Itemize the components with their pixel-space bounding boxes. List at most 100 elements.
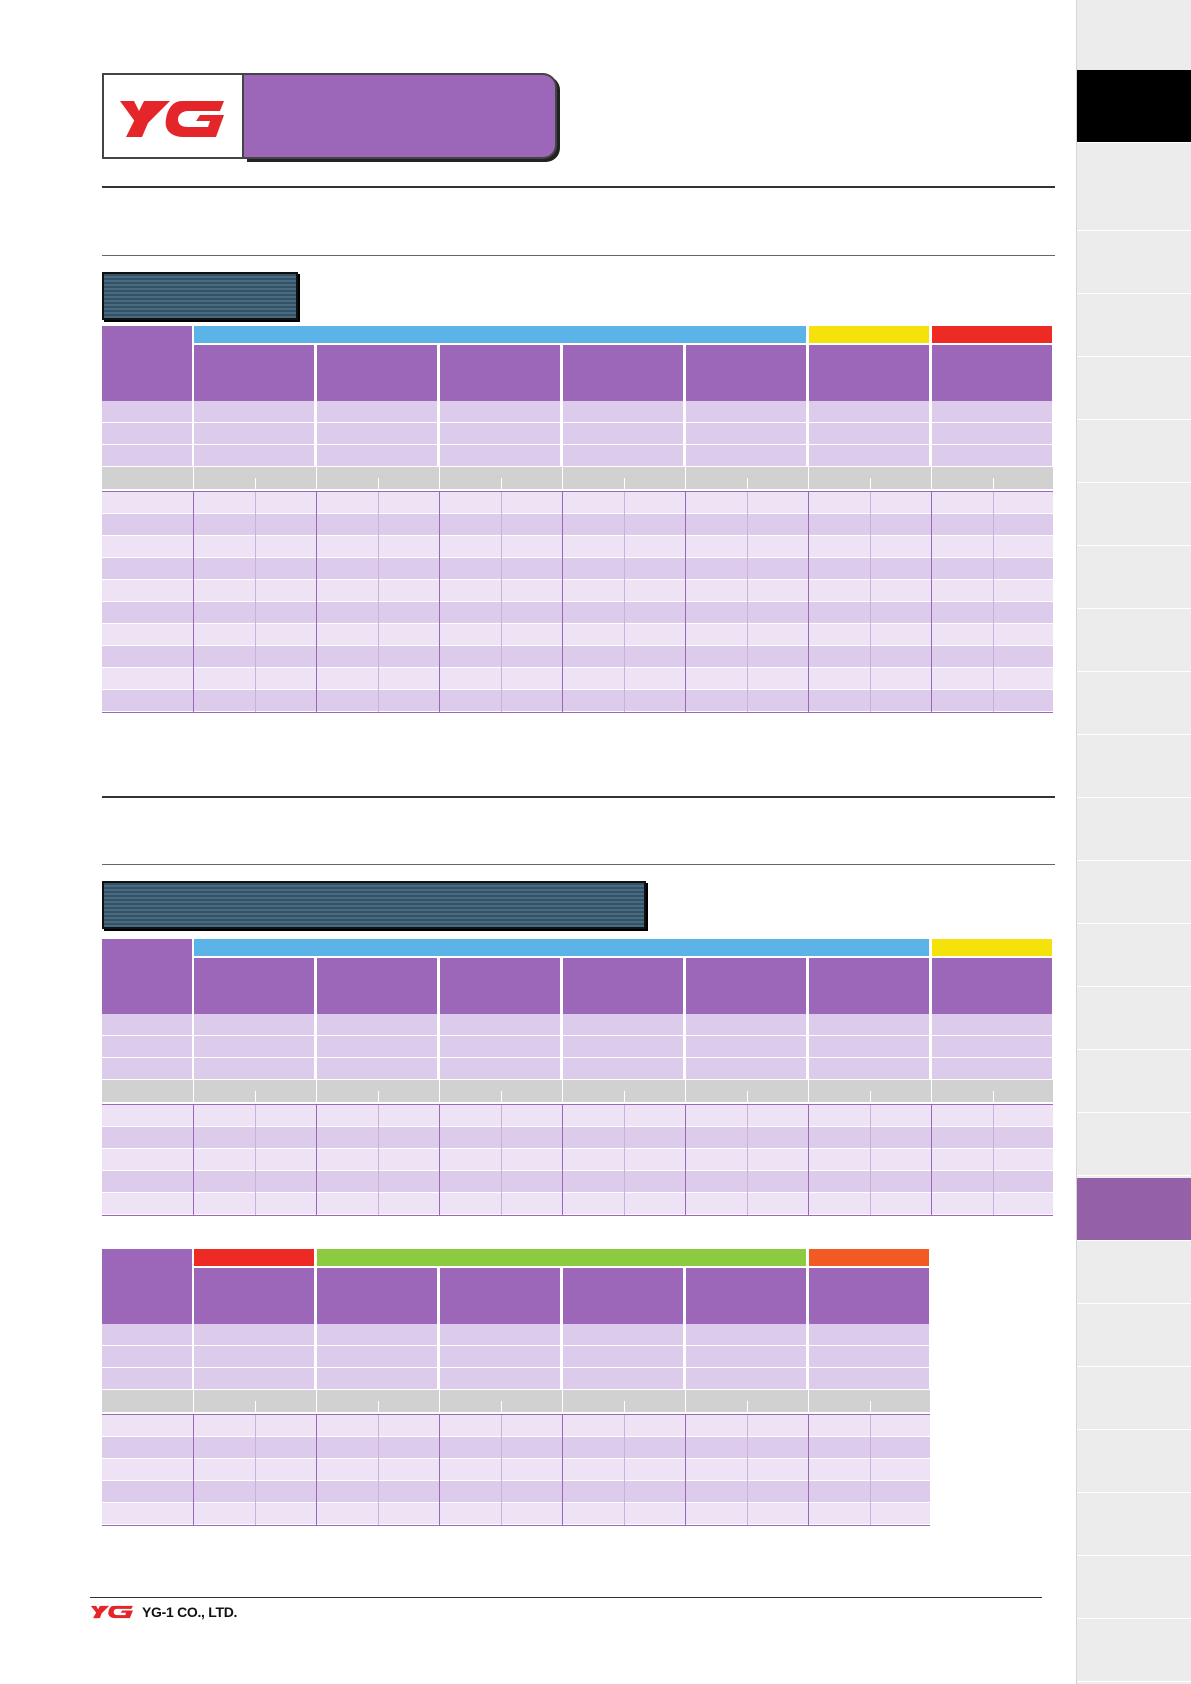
side-tab[interactable] — [1077, 609, 1191, 672]
column-header — [809, 1268, 929, 1324]
spec-cell — [440, 1036, 560, 1057]
table-rule — [102, 1104, 1053, 1105]
data-row — [102, 1415, 930, 1437]
column-divider — [992, 492, 994, 712]
column-header — [932, 345, 1052, 401]
subheader-divider — [562, 1080, 563, 1102]
spec-cell — [563, 401, 683, 422]
side-tab[interactable] — [1077, 1367, 1191, 1430]
spec-cell — [809, 445, 929, 466]
spec-cell — [932, 1058, 1052, 1079]
side-tab[interactable] — [1077, 1050, 1191, 1113]
side-tab[interactable] — [1077, 735, 1191, 798]
side-tab[interactable] — [1077, 1113, 1191, 1176]
column-divider — [193, 492, 194, 712]
subheader-divider — [623, 1091, 625, 1102]
subheader-divider — [808, 1390, 809, 1412]
side-tab-strip — [1076, 0, 1191, 1684]
column-divider — [254, 492, 256, 712]
side-tab[interactable] — [1077, 1493, 1191, 1556]
side-tab[interactable] — [1077, 483, 1191, 546]
spec-cell — [932, 423, 1052, 444]
band-yellow — [809, 326, 929, 343]
spec-cell — [194, 1058, 314, 1079]
subheader-divider — [316, 467, 317, 489]
subheader-divider — [193, 1390, 194, 1412]
section-rule — [102, 796, 1055, 798]
subheader-row — [102, 1080, 1053, 1102]
data-row — [102, 646, 1053, 668]
column-header — [563, 345, 683, 401]
side-tab[interactable] — [1077, 1556, 1191, 1619]
side-tab[interactable] — [1077, 1430, 1191, 1493]
side-tab[interactable] — [1077, 294, 1191, 357]
side-tab[interactable] — [1077, 924, 1191, 987]
data-row — [102, 690, 1053, 712]
spec-cell — [440, 401, 560, 422]
side-tab[interactable] — [1077, 1619, 1191, 1682]
subheader-divider — [931, 467, 932, 489]
spec-cell — [563, 1036, 683, 1057]
column-header — [440, 345, 560, 401]
side-tab[interactable] — [1077, 672, 1191, 735]
table-rule — [102, 1215, 1053, 1216]
spec-cell — [686, 1036, 806, 1057]
side-tab[interactable] — [1077, 1241, 1191, 1304]
side-tab[interactable] — [1077, 861, 1191, 924]
spec-cell — [194, 1014, 314, 1035]
table-rule — [102, 1525, 930, 1526]
spec-cell — [686, 1058, 806, 1079]
column-divider — [685, 1105, 686, 1215]
side-tab[interactable] — [1077, 231, 1191, 294]
spec-cell — [194, 401, 314, 422]
spec-cell — [194, 423, 314, 444]
column-divider — [254, 1105, 256, 1215]
spec-cell — [563, 1058, 683, 1079]
row-divider — [102, 623, 1053, 624]
side-tab[interactable] — [1077, 987, 1191, 1050]
data-row — [102, 1105, 1053, 1127]
section-rule — [102, 186, 1055, 188]
side-tab[interactable] — [1077, 798, 1191, 861]
subheader-divider — [439, 1390, 440, 1412]
footer-company-name: YG-1 CO., LTD. — [142, 1604, 238, 1620]
spec-row-label — [102, 423, 192, 444]
column-divider — [316, 1415, 317, 1525]
spec-cell — [932, 1036, 1052, 1057]
cutting-conditions-table-1 — [102, 326, 1055, 726]
side-tab[interactable] — [1077, 357, 1191, 420]
side-tab[interactable] — [1077, 1304, 1191, 1367]
side-tab[interactable] — [1077, 420, 1191, 483]
data-row — [102, 1437, 930, 1459]
spec-cell — [317, 445, 437, 466]
side-tab[interactable] — [1077, 546, 1191, 609]
column-header — [317, 958, 437, 1014]
subheader-divider — [316, 1390, 317, 1412]
spec-cell — [194, 1036, 314, 1057]
cutting-conditions-table-2 — [102, 939, 1055, 1225]
spec-cell — [686, 401, 806, 422]
side-tab[interactable] — [1077, 70, 1191, 143]
row-divider — [102, 1192, 1053, 1193]
side-tab-active[interactable] — [1077, 1178, 1191, 1241]
spec-cell — [932, 445, 1052, 466]
side-tab[interactable] — [1077, 168, 1191, 231]
subheader-divider — [377, 1091, 379, 1102]
column-divider — [746, 1415, 748, 1525]
spec-cell — [317, 401, 437, 422]
cutting-conditions-table-3 — [102, 1249, 932, 1535]
column-divider — [869, 1415, 871, 1525]
data-row — [102, 580, 1053, 602]
subheader-divider — [439, 1080, 440, 1102]
column-divider — [931, 1105, 932, 1215]
row-header-block — [102, 939, 192, 1014]
band-blue — [194, 939, 929, 956]
spec-cell — [563, 1014, 683, 1035]
band-orange — [809, 1249, 929, 1266]
subheader-divider — [869, 478, 871, 489]
subheader-divider — [746, 478, 748, 489]
spec-cell — [809, 1014, 929, 1035]
column-header — [194, 958, 314, 1014]
spec-cell — [194, 1324, 314, 1345]
subheader-divider — [808, 1080, 809, 1102]
